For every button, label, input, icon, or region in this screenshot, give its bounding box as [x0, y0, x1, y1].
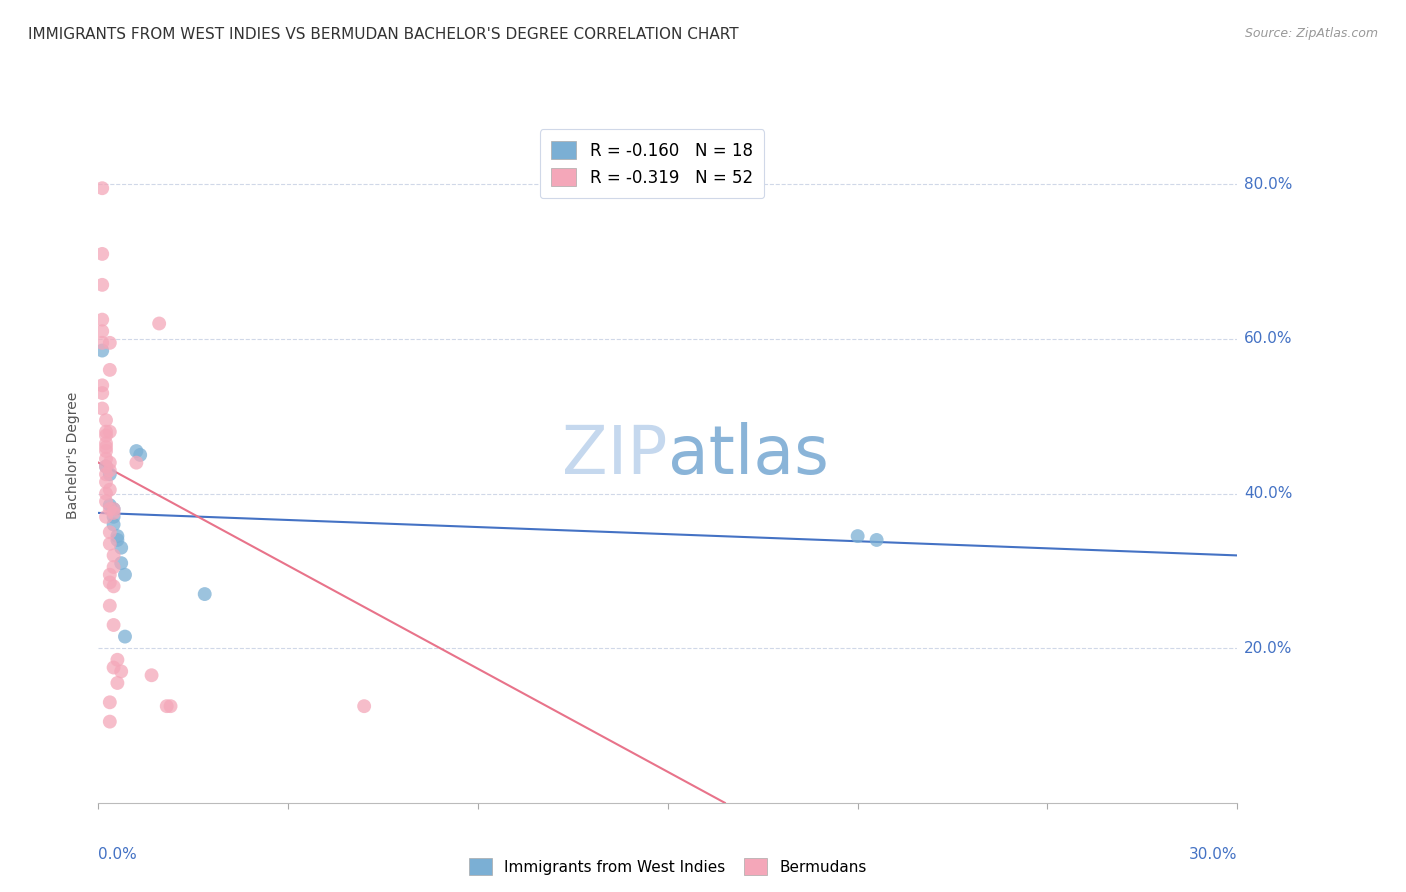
- Point: [91, 335, 114, 350]
- Point: [98, 498, 121, 512]
- Point: [91, 247, 114, 261]
- Point: [129, 448, 152, 462]
- Text: IMMIGRANTS FROM WEST INDIES VS BERMUDAN BACHELOR'S DEGREE CORRELATION CHART: IMMIGRANTS FROM WEST INDIES VS BERMUDAN …: [28, 27, 738, 42]
- Point: [148, 317, 170, 331]
- Point: [94, 494, 117, 508]
- Point: [94, 436, 117, 450]
- Point: [107, 653, 129, 667]
- Y-axis label: Bachelor's Degree: Bachelor's Degree: [66, 392, 80, 518]
- Text: ZIP: ZIP: [562, 422, 668, 488]
- Point: [98, 599, 121, 613]
- Point: [125, 456, 148, 470]
- Point: [110, 541, 132, 555]
- Point: [91, 401, 114, 416]
- Point: [94, 459, 117, 474]
- Point: [98, 363, 121, 377]
- Point: [114, 567, 136, 582]
- Text: Source: ZipAtlas.com: Source: ZipAtlas.com: [1244, 27, 1378, 40]
- Point: [98, 463, 121, 477]
- Point: [846, 529, 869, 543]
- Point: [103, 560, 125, 574]
- Point: [94, 440, 117, 454]
- Point: [94, 509, 117, 524]
- Point: [94, 467, 117, 482]
- Point: [103, 579, 125, 593]
- Point: [103, 502, 125, 516]
- Point: [866, 533, 889, 547]
- Point: [94, 425, 117, 439]
- Text: 60.0%: 60.0%: [1244, 332, 1292, 346]
- Text: atlas: atlas: [668, 422, 828, 488]
- Point: [98, 502, 121, 516]
- Point: [107, 529, 129, 543]
- Point: [98, 575, 121, 590]
- Point: [103, 506, 125, 520]
- Point: [103, 517, 125, 532]
- Point: [353, 699, 375, 714]
- Point: [98, 467, 121, 482]
- Point: [103, 509, 125, 524]
- Text: 40.0%: 40.0%: [1244, 486, 1292, 501]
- Point: [91, 312, 114, 326]
- Point: [98, 456, 121, 470]
- Point: [194, 587, 217, 601]
- Text: 80.0%: 80.0%: [1244, 177, 1292, 192]
- Point: [94, 451, 117, 466]
- Text: 0.0%: 0.0%: [98, 847, 138, 863]
- Point: [91, 343, 114, 358]
- Point: [91, 378, 114, 392]
- Point: [91, 277, 114, 292]
- Text: 20.0%: 20.0%: [1244, 640, 1292, 656]
- Point: [103, 549, 125, 563]
- Point: [125, 444, 148, 458]
- Point: [107, 676, 129, 690]
- Point: [91, 386, 114, 401]
- Point: [103, 502, 125, 516]
- Point: [94, 486, 117, 500]
- Point: [103, 660, 125, 674]
- Point: [156, 699, 179, 714]
- Point: [98, 525, 121, 540]
- Point: [98, 483, 121, 497]
- Point: [110, 665, 132, 679]
- Point: [94, 428, 117, 442]
- Point: [98, 567, 121, 582]
- Point: [94, 475, 117, 489]
- Text: 30.0%: 30.0%: [1189, 847, 1237, 863]
- Point: [159, 699, 181, 714]
- Point: [141, 668, 163, 682]
- Legend: Immigrants from West Indies, Bermudans: Immigrants from West Indies, Bermudans: [458, 847, 877, 886]
- Point: [98, 425, 121, 439]
- Point: [94, 444, 117, 458]
- Point: [98, 714, 121, 729]
- Point: [91, 181, 114, 195]
- Point: [114, 630, 136, 644]
- Point: [110, 556, 132, 570]
- Point: [91, 324, 114, 338]
- Point: [107, 533, 129, 547]
- Point: [98, 537, 121, 551]
- Point: [94, 459, 117, 474]
- Point: [103, 618, 125, 632]
- Point: [98, 695, 121, 709]
- Point: [98, 335, 121, 350]
- Point: [94, 413, 117, 427]
